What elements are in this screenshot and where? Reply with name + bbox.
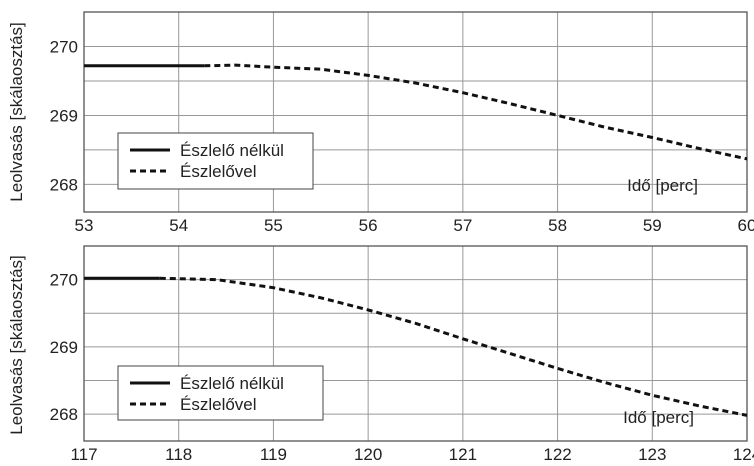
- y-axis-label: Leolvasás [skálaosztás]: [7, 255, 26, 435]
- x-tick-label: 53: [75, 216, 94, 235]
- x-tick-label: 55: [264, 216, 283, 235]
- x-tick-label: 121: [449, 445, 477, 464]
- x-tick-label: 59: [643, 216, 662, 235]
- x-axis-label: Idő [perc]: [627, 176, 698, 195]
- chart-panel-2: 117 118 119 120 121 122 123 124 268 269 270 Leolvas…: [7, 245, 754, 464]
- x-tick-label: 60: [738, 216, 754, 235]
- x-tick-label: 123: [638, 445, 666, 464]
- legend: Észlelő nélkül Észlelővel: [117, 132, 314, 190]
- x-tick-label: 120: [354, 445, 382, 464]
- y-tick-label: 268: [50, 175, 78, 194]
- legend-label: Észlelővel: [180, 395, 257, 414]
- y-tick-label: 270: [50, 271, 78, 290]
- x-axis-label: Idő [perc]: [623, 408, 694, 427]
- x-tick-label: 119: [260, 445, 287, 464]
- x-tick-label: 58: [548, 216, 567, 235]
- chart-panel-1: 53 54 55 56 57 58 59 60 268 269 270 Leolvasás [skál…: [7, 11, 754, 235]
- y-axis-label: Leolvasás [skálaosztás]: [7, 22, 26, 202]
- plot-frame: [83, 245, 748, 442]
- x-tick-label: 57: [453, 216, 472, 235]
- y-tick-label: 270: [50, 37, 78, 56]
- x-tick-label: 124: [733, 445, 754, 464]
- x-tick-label: 54: [169, 216, 188, 235]
- plot-frame: [83, 11, 748, 213]
- legend-label: Észlelővel: [180, 162, 257, 181]
- legend-label: Észlelő nélkül: [180, 374, 284, 393]
- y-tick-label: 269: [50, 106, 78, 125]
- x-tick-label: 117: [70, 445, 97, 464]
- x-tick-label: 122: [543, 445, 571, 464]
- y-tick-label: 269: [50, 338, 78, 357]
- series-line-with-observer: [204, 63, 748, 161]
- legend-box: [117, 365, 324, 421]
- y-tick-label: 268: [50, 405, 78, 424]
- legend: Észlelő nélkül Észlelővel: [117, 365, 324, 421]
- legend-box: [117, 132, 314, 190]
- x-tick-label: 118: [165, 445, 192, 464]
- x-tick-label: 56: [359, 216, 378, 235]
- series-line-with-observer: [159, 276, 748, 417]
- legend-label: Észlelő nélkül: [180, 141, 284, 160]
